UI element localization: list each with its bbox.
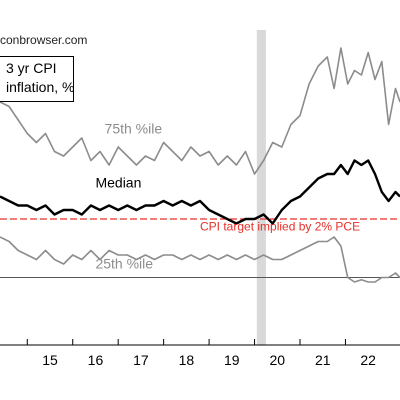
recession-shading-layer — [256, 30, 266, 345]
annotation-layer: 75th %ile Median CPI target implied by 2% … — [95, 121, 360, 272]
annotation-median: Median — [95, 175, 141, 191]
annotation-cpi-target-implied-by-2-pce: CPI target implied by 2% PCE — [200, 219, 360, 233]
x-tick-label-21: 21 — [315, 352, 331, 368]
series-line-median — [0, 159, 400, 225]
chart-title-line-1: 3 yr CPI — [6, 60, 57, 76]
x-tick-label-22: 22 — [360, 352, 376, 368]
x-tick-label-15: 15 — [42, 352, 58, 368]
x-tick-label-17: 17 — [133, 352, 149, 368]
x-tick-label-19: 19 — [224, 352, 240, 368]
series-layer — [0, 47, 400, 283]
chart-title-box: 3 yr CPI inflation, % — [0, 56, 74, 102]
series-line-75th-ile — [0, 47, 400, 175]
x-tick-label-18: 18 — [179, 352, 195, 368]
x-axis: 15 16 17 18 19 20 21 22 — [0, 339, 400, 368]
chart-title-line-2: inflation, % — [6, 79, 75, 95]
reference-line-layer — [0, 218, 400, 278]
x-tick-label-16: 16 — [88, 352, 104, 368]
recession-band-0 — [256, 30, 266, 345]
x-tick-label-20: 20 — [269, 352, 285, 368]
annotation-75th-ile: 75th %ile — [105, 121, 163, 137]
source-credit: conbrowser.com — [0, 33, 88, 47]
annotation-25th-ile: 25th %ile — [95, 256, 153, 272]
series-line-25th-ile — [0, 236, 400, 283]
